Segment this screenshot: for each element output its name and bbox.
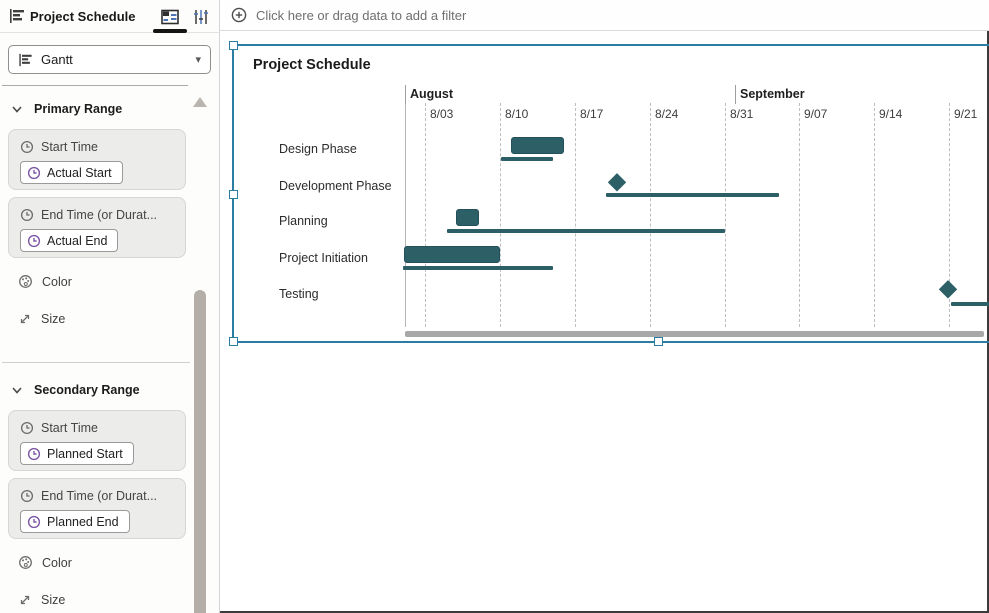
week-gridline xyxy=(725,103,726,327)
resize-icon xyxy=(18,593,32,607)
tab-assignments-panel[interactable] xyxy=(186,4,216,29)
tab-grammar-panel[interactable] xyxy=(153,4,187,29)
clock-icon xyxy=(27,166,41,180)
viz-title: Project Schedule xyxy=(253,57,371,73)
clock-icon xyxy=(20,489,34,503)
task-label: Development Phase xyxy=(279,178,392,193)
week-tick-label: 8/17 xyxy=(580,107,604,121)
week-tick-label: 8/10 xyxy=(505,107,529,121)
clock-icon xyxy=(27,515,41,529)
week-gridline xyxy=(799,103,800,327)
resize-icon xyxy=(18,312,32,326)
sidebar-scroll-up-arrow[interactable] xyxy=(193,97,207,107)
drop-target-start-time-primary[interactable]: Start Time Actual Start xyxy=(8,129,186,190)
sidebar-divider xyxy=(2,362,190,363)
chevron-down-icon xyxy=(12,386,22,394)
viz-selection-border-bottom xyxy=(233,341,989,343)
drop-target-start-time-secondary[interactable]: Start Time Planned Start xyxy=(8,410,186,471)
week-gridline xyxy=(425,103,426,327)
month-separator xyxy=(405,85,406,104)
property-size-secondary[interactable]: Size xyxy=(18,591,168,608)
week-gridline xyxy=(575,103,576,327)
chevron-down-icon xyxy=(12,105,22,113)
clock-icon xyxy=(20,421,34,435)
section-header-secondary-range[interactable]: Secondary Range xyxy=(0,380,190,400)
property-color-secondary[interactable]: Color xyxy=(18,554,168,571)
selection-handle-left-middle[interactable] xyxy=(228,189,238,199)
assignments-panel-icon xyxy=(193,9,209,25)
month-label: September xyxy=(740,87,805,101)
property-size-primary[interactable]: Size xyxy=(18,310,168,327)
clock-icon xyxy=(20,208,34,222)
week-tick-label: 9/07 xyxy=(804,107,828,121)
dropdown-caret-icon: ▾ xyxy=(195,54,201,66)
grammar-panel-icon xyxy=(161,9,179,25)
add-filter-icon xyxy=(231,7,247,23)
filter-bar-prompt: Click here or drag data to add a filter xyxy=(256,7,467,23)
drop-target-end-time-secondary[interactable]: End Time (or Durat... Planned End xyxy=(8,478,186,539)
planned-range-line[interactable] xyxy=(447,229,725,233)
sidebar-divider xyxy=(2,85,188,86)
actual-bar[interactable] xyxy=(456,209,479,226)
viz-type-value: Gantt xyxy=(41,52,73,67)
planned-range-line[interactable] xyxy=(606,193,779,197)
active-tab-indicator xyxy=(153,29,187,33)
viz-panel-title: Project Schedule xyxy=(30,9,136,24)
drop-target-end-time-primary[interactable]: End Time (or Durat... Actual End xyxy=(8,197,186,258)
gantt-horizontal-scrollbar[interactable] xyxy=(405,331,984,337)
week-gridline xyxy=(949,103,950,327)
selection-handle-bottom-left[interactable] xyxy=(228,336,238,346)
field-pill-actual-end[interactable]: Actual End xyxy=(20,229,119,252)
gantt-icon xyxy=(18,53,33,67)
filter-bar[interactable]: Click here or drag data to add a filter xyxy=(220,0,989,31)
palette-icon xyxy=(18,274,33,289)
field-pill-planned-start[interactable]: Planned Start xyxy=(20,442,134,465)
selection-handle-bottom-middle[interactable] xyxy=(653,336,663,346)
gantt-axis-line xyxy=(405,85,406,327)
week-gridline xyxy=(874,103,875,327)
task-label: Testing xyxy=(279,287,319,301)
week-tick-label: 8/24 xyxy=(655,107,679,121)
month-separator xyxy=(735,85,736,104)
clock-icon xyxy=(27,447,41,461)
selection-handle-top-left[interactable] xyxy=(228,40,238,50)
week-gridline xyxy=(500,103,501,327)
week-tick-label: 8/03 xyxy=(430,107,454,121)
milestone-diamond[interactable] xyxy=(939,279,957,298)
week-gridline xyxy=(650,103,651,327)
grammar-sidebar: Project Schedule xyxy=(0,0,220,613)
clock-icon xyxy=(20,140,34,154)
sidebar-header: Project Schedule xyxy=(0,0,219,33)
task-label: Planning xyxy=(279,214,328,228)
week-tick-label: 9/21 xyxy=(954,107,978,121)
gantt-icon xyxy=(9,8,25,24)
planned-range-line[interactable] xyxy=(501,157,553,161)
palette-icon xyxy=(18,555,33,570)
planned-range-line[interactable] xyxy=(403,266,553,270)
clock-icon xyxy=(27,234,41,248)
viz-selection-border-top xyxy=(233,44,989,46)
actual-bar[interactable] xyxy=(511,137,564,154)
field-pill-planned-end[interactable]: Planned End xyxy=(20,510,130,533)
month-label: August xyxy=(410,87,454,101)
property-color-primary[interactable]: Color xyxy=(18,273,168,290)
field-pill-actual-start[interactable]: Actual Start xyxy=(20,161,123,184)
viz-type-dropdown[interactable]: Gantt ▾ xyxy=(8,45,211,74)
task-label: Project Initiation xyxy=(279,250,368,265)
sidebar-scrollbar-thumb[interactable] xyxy=(194,290,206,613)
week-tick-label: 8/31 xyxy=(730,107,754,121)
week-tick-label: 9/14 xyxy=(879,107,903,121)
section-header-primary-range[interactable]: Primary Range xyxy=(0,99,190,119)
milestone-diamond[interactable] xyxy=(608,172,626,191)
actual-bar[interactable] xyxy=(404,246,500,263)
planned-range-line[interactable] xyxy=(951,302,989,306)
task-label: Design Phase xyxy=(279,141,357,156)
